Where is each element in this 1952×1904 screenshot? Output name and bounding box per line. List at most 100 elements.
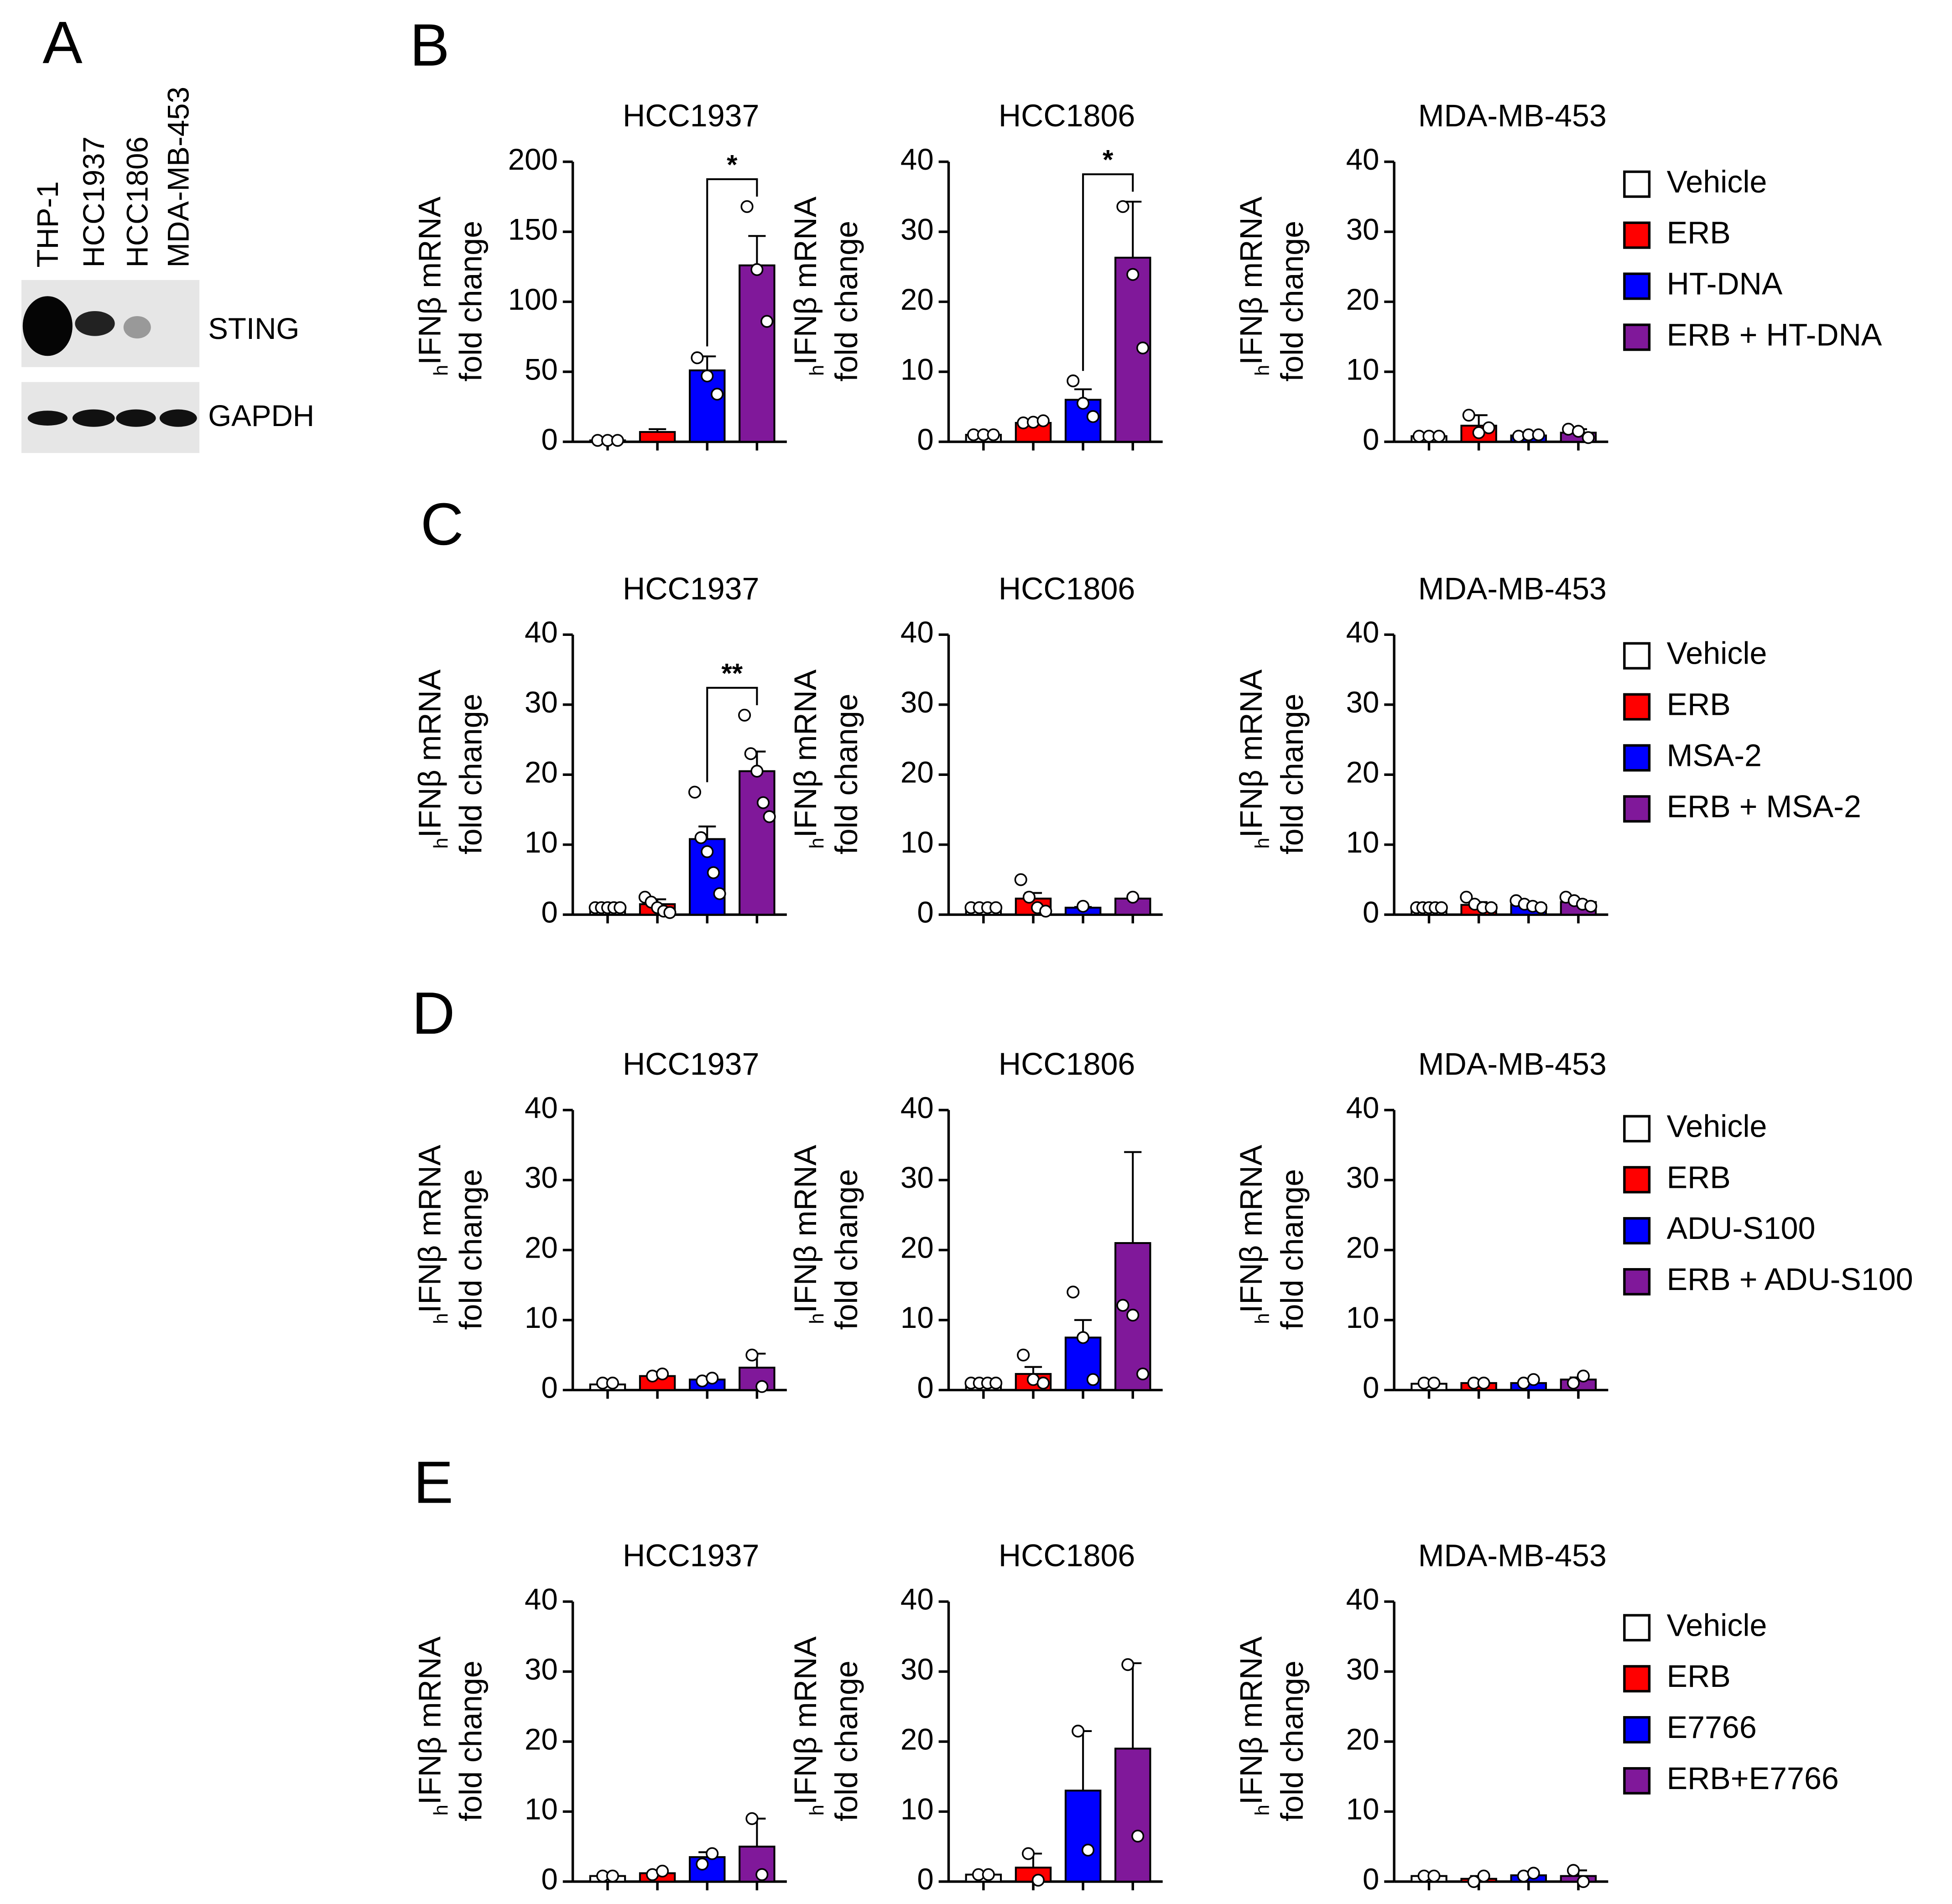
y-tick-label: 50: [525, 353, 558, 386]
y-tick-label: 20: [1346, 756, 1379, 789]
data-point: [763, 810, 776, 823]
legend-swatch: [1623, 1217, 1651, 1245]
data-point: [1427, 1376, 1441, 1389]
chart-title: HCC1937: [623, 572, 759, 606]
data-point: [756, 796, 770, 809]
data-point: [706, 1372, 719, 1385]
legend-label: Vehicle: [1667, 165, 1767, 199]
y-axis-label-main: IFNβ mRNA: [412, 196, 447, 364]
data-point: [1136, 341, 1150, 354]
data-point: [982, 1868, 995, 1881]
legend-swatch: [1623, 170, 1651, 198]
chart-title: HCC1806: [999, 572, 1135, 606]
data-point: [1527, 1373, 1540, 1386]
y-axis-label-prefix: h: [1251, 1805, 1273, 1816]
y-axis-label: hIFNβ mRNA: [412, 1144, 452, 1324]
y-axis-label-main: IFNβ mRNA: [1234, 1636, 1269, 1805]
data-point: [755, 1380, 769, 1393]
y-tick-label: 40: [525, 1091, 558, 1124]
significance-label: *: [1103, 145, 1114, 175]
legend-label: Vehicle: [1667, 1608, 1767, 1643]
data-point: [1036, 414, 1050, 427]
y-tick-label: 20: [525, 756, 558, 789]
legend-swatch: [1623, 1614, 1651, 1642]
blot-band: [123, 316, 151, 339]
data-point: [713, 887, 726, 900]
blot-band: [22, 296, 73, 356]
legend-label: Vehicle: [1667, 636, 1767, 671]
y-tick-label: 20: [901, 756, 934, 789]
data-point: [1432, 430, 1446, 443]
legend-swatch: [1623, 744, 1651, 772]
legend-label: ERB: [1667, 1659, 1731, 1694]
y-tick-label: 30: [901, 1653, 934, 1686]
chart-title: HCC1937: [623, 1539, 759, 1573]
y-tick-label: 20: [525, 1231, 558, 1264]
data-point: [694, 831, 708, 844]
y-tick-label: 20: [525, 1722, 558, 1756]
legend-label: ERB: [1667, 1160, 1731, 1195]
data-point: [1131, 1830, 1145, 1843]
y-tick-label: 10: [1346, 1793, 1379, 1826]
data-point: [1121, 1658, 1135, 1671]
y-tick-label: 0: [917, 423, 933, 456]
data-point: [1482, 421, 1495, 434]
data-point: [1067, 374, 1080, 388]
y-axis-label-prefix: h: [806, 365, 828, 376]
data-point: [1077, 900, 1090, 913]
legend-label: HT-DNA: [1667, 266, 1783, 301]
y-axis-label-prefix: h: [430, 838, 452, 848]
data-point: [1126, 268, 1140, 281]
y-axis-label: hIFNβ mRNA: [788, 1636, 828, 1816]
data-point: [1022, 1847, 1035, 1860]
legend-label: ERB + ADU-S100: [1667, 1262, 1913, 1297]
legend-label: Vehicle: [1667, 1109, 1767, 1144]
blot-band: [27, 411, 68, 426]
y-axis-label-prefix: h: [430, 1805, 452, 1816]
data-point: [1527, 1867, 1540, 1880]
data-point: [711, 388, 724, 401]
y-tick-label: 40: [1346, 616, 1379, 649]
y-tick-label: 30: [525, 1161, 558, 1194]
blot-band: [75, 311, 115, 336]
data-point: [987, 428, 1000, 442]
panel-label: E: [413, 1449, 453, 1516]
y-tick-label: 10: [901, 1301, 934, 1334]
chart-title: MDA-MB-453: [1418, 99, 1607, 133]
bar: [1064, 1790, 1102, 1883]
y-tick-label: 30: [1346, 686, 1379, 719]
significance-label: **: [721, 658, 743, 688]
y-tick-label: 20: [901, 1722, 934, 1756]
data-point: [706, 1847, 719, 1860]
y-tick-label: 40: [901, 1582, 934, 1616]
y-axis-label: hIFNβ mRNA: [1234, 669, 1273, 849]
y-axis-label-line2: fold change: [453, 221, 488, 382]
data-point: [691, 351, 704, 364]
y-tick-label: 0: [541, 423, 557, 456]
data-point: [744, 747, 757, 760]
y-axis-label: hIFNβ mRNA: [1234, 1636, 1273, 1816]
y-axis-label-prefix: h: [1251, 838, 1273, 848]
y-axis-label-prefix: h: [806, 1313, 828, 1324]
legend-label: E7766: [1667, 1710, 1757, 1745]
data-point: [1584, 900, 1598, 913]
legend-label: ERB + MSA-2: [1667, 789, 1861, 824]
legend-label: ERB + HT-DNA: [1667, 317, 1882, 352]
chart-title: MDA-MB-453: [1418, 1047, 1607, 1082]
significance-label: *: [727, 149, 738, 180]
data-point: [688, 786, 701, 799]
y-axis-label: hIFNβ mRNA: [412, 669, 452, 849]
y-axis-label: hIFNβ mRNA: [788, 1144, 828, 1324]
legend-label: ERB: [1667, 687, 1731, 722]
panel-label: A: [42, 9, 83, 76]
data-point: [606, 1376, 619, 1389]
chart-title: HCC1806: [999, 99, 1135, 133]
data-point: [663, 906, 677, 919]
data-point: [1081, 1843, 1095, 1857]
y-axis-label-prefix: h: [430, 1313, 452, 1324]
y-axis-label-line2: fold change: [1275, 1660, 1310, 1821]
y-tick-label: 20: [901, 1231, 934, 1264]
y-axis-label-prefix: h: [806, 1805, 828, 1816]
y-tick-label: 30: [1346, 1653, 1379, 1686]
